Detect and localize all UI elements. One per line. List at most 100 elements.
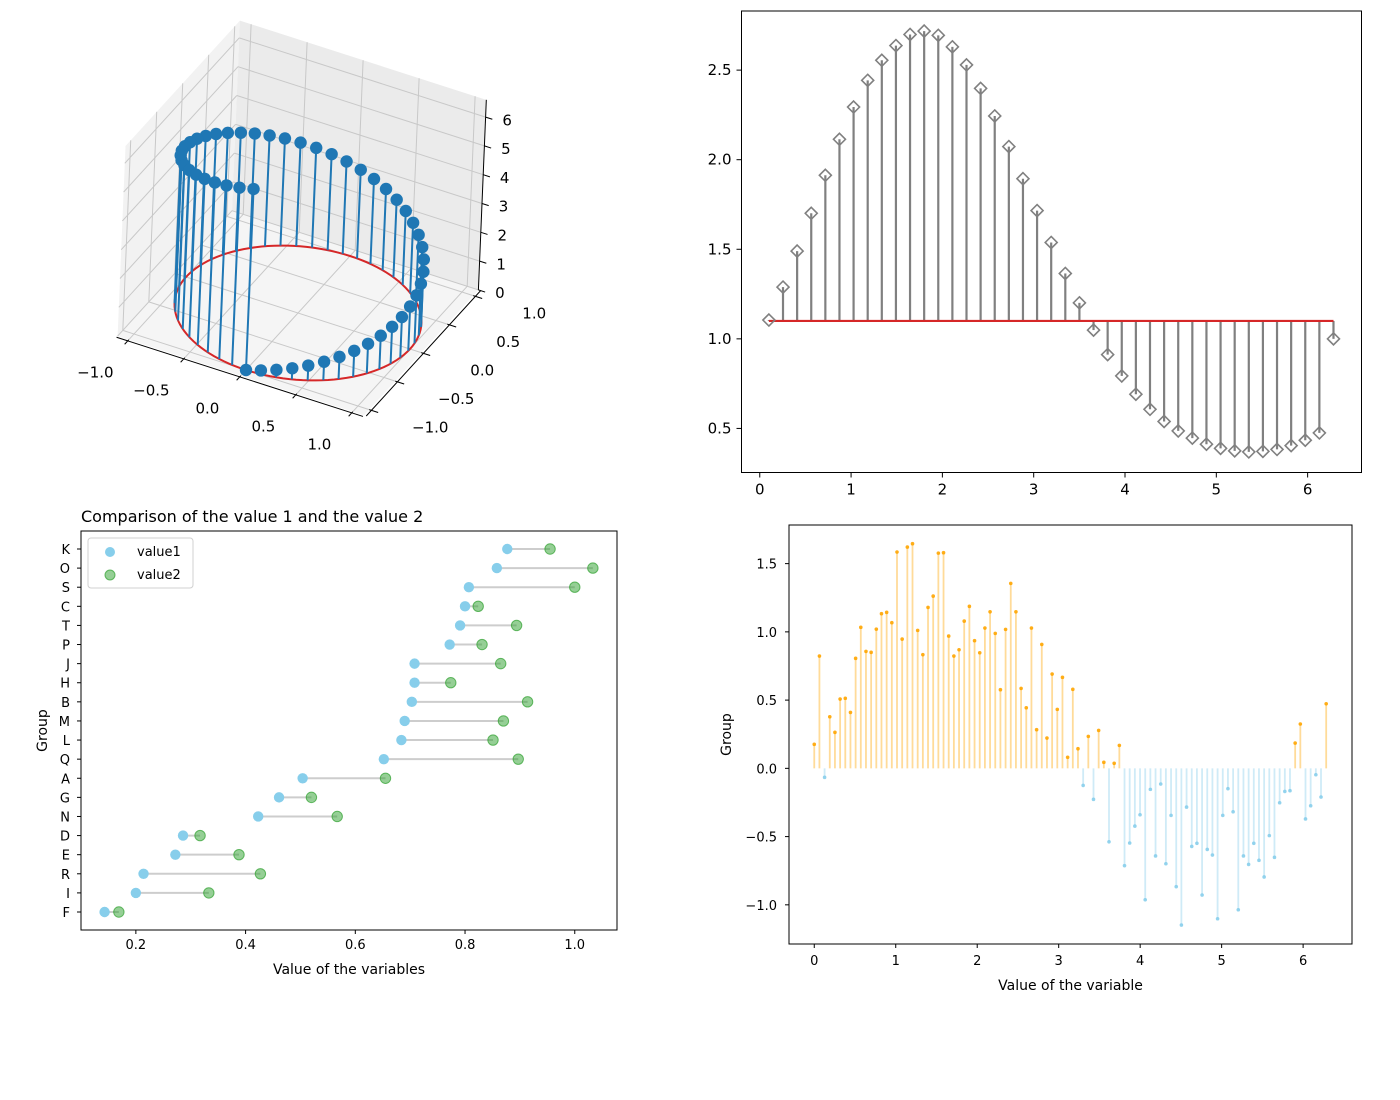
y-tick-mark	[473, 295, 483, 299]
x-ticks: 0 1 2 3 4 5 6	[810, 954, 1307, 969]
z-tick-label: 0	[495, 284, 505, 302]
value1-point	[378, 753, 390, 765]
stem-marker	[818, 168, 833, 183]
stem-marker	[833, 730, 837, 735]
value2-point	[569, 581, 581, 593]
stem	[177, 165, 186, 321]
y-tick-label: 1.5	[708, 240, 732, 258]
stem-marker	[1072, 295, 1087, 310]
stem-marker	[403, 300, 417, 313]
stem-marker	[208, 176, 222, 189]
stem-marker	[1071, 687, 1075, 692]
stem-marker	[286, 362, 299, 375]
x-tick-label: 0.8	[455, 938, 476, 953]
y-tick-label: 0.0	[756, 762, 777, 777]
stem-marker	[1003, 627, 1008, 632]
stem-marker	[1184, 805, 1189, 809]
stem-marker	[417, 253, 431, 266]
x-axis-label: Value of the variables	[273, 962, 425, 978]
x-tick-label: 3	[1055, 954, 1063, 969]
stem-marker	[895, 550, 899, 554]
x-tick-label: 4	[1120, 481, 1130, 499]
stem-marker	[406, 216, 420, 229]
gridline-z-back	[237, 66, 485, 147]
z-tick-label: 2	[498, 226, 508, 244]
y-tick-label: L	[63, 734, 71, 749]
stem-marker	[853, 656, 858, 661]
value2-point	[521, 696, 534, 708]
stem	[356, 169, 362, 259]
baseline-circle-line	[173, 244, 423, 382]
z-tick-mark	[483, 174, 491, 178]
value2-point	[233, 848, 245, 861]
gridline-z-back	[235, 123, 483, 204]
stem	[326, 154, 333, 251]
stem-marker	[1008, 581, 1013, 586]
stem-marker	[354, 163, 367, 176]
stem-marker	[1060, 675, 1065, 680]
stem-marker	[325, 147, 338, 161]
y-tick-label: 0.5	[496, 333, 520, 351]
value2-point	[544, 543, 556, 555]
helix-3d-stem-chart: −1.0 −0.5 0.0 0.5 1.0 −1.0 −0.5 0.0 0.5 …	[77, 20, 546, 453]
stem	[263, 135, 271, 247]
stem-marker	[294, 136, 307, 149]
value1-point	[454, 620, 466, 631]
x-tick-mark	[124, 339, 130, 345]
stem-marker	[917, 23, 932, 39]
stem-marker	[317, 355, 331, 368]
stem-marker	[941, 550, 946, 555]
stem-marker	[220, 179, 233, 192]
stem-marker	[860, 73, 875, 88]
stem-marker	[416, 240, 429, 254]
stem-marker	[221, 126, 235, 140]
x-tick-label: 0	[810, 954, 818, 969]
stem	[279, 138, 286, 246]
stem-marker	[988, 610, 992, 614]
value1-point	[253, 811, 264, 822]
stem	[401, 210, 407, 285]
z-tick-label: 4	[500, 169, 510, 187]
gridline-z-back	[239, 37, 486, 118]
x-tick-label: 0.0	[195, 399, 219, 417]
stem-marker	[278, 132, 292, 145]
y-tick-label: −0.5	[745, 831, 777, 846]
stem-marker	[233, 181, 246, 194]
x-ticks: 0 1 2 3 4 5 6	[755, 481, 1312, 499]
comparison-dumbbell-chart: Comparison of the value 1 and the value …	[35, 507, 618, 978]
x-tick-label: 1	[846, 481, 856, 499]
stem-marker	[1019, 686, 1023, 691]
stems	[767, 31, 1335, 452]
stem-marker	[395, 310, 409, 324]
stem-marker	[1199, 437, 1214, 452]
stem-marker	[1117, 743, 1122, 748]
stem-marker	[1189, 844, 1194, 849]
value2-point	[510, 619, 523, 632]
stem-marker	[817, 654, 822, 658]
gridline-z-back	[233, 181, 480, 262]
y-tick-label: B	[61, 696, 70, 711]
legend-label-value2: value2	[137, 568, 181, 583]
stem	[206, 182, 216, 353]
gridline-z-back	[236, 95, 484, 176]
y-tick-label: A	[61, 772, 70, 787]
y-tick-mark	[421, 352, 431, 356]
value2-point	[305, 791, 318, 804]
x-tick-label: 1.0	[564, 938, 585, 953]
stem-marker	[1055, 707, 1060, 712]
value2-point	[587, 562, 599, 574]
stem-marker	[1262, 875, 1266, 879]
y-tick-label: F	[63, 906, 70, 921]
stem	[392, 199, 398, 278]
stem-marker	[1324, 701, 1328, 706]
value1-point	[273, 792, 285, 803]
stem	[341, 161, 348, 254]
exp-sin-stem-chart: 0 1 2 3 4 5 6 0.5 1.0 1.5 2.0 2.5	[708, 10, 1362, 499]
y-tick-label: −1.0	[745, 899, 777, 914]
stem-marker	[1107, 839, 1111, 844]
stem-marker	[1050, 672, 1054, 676]
x-tick-label: 3	[1029, 481, 1039, 499]
stem-marker	[310, 141, 323, 155]
stem-marker	[874, 627, 879, 631]
stem-marker	[1257, 858, 1261, 863]
